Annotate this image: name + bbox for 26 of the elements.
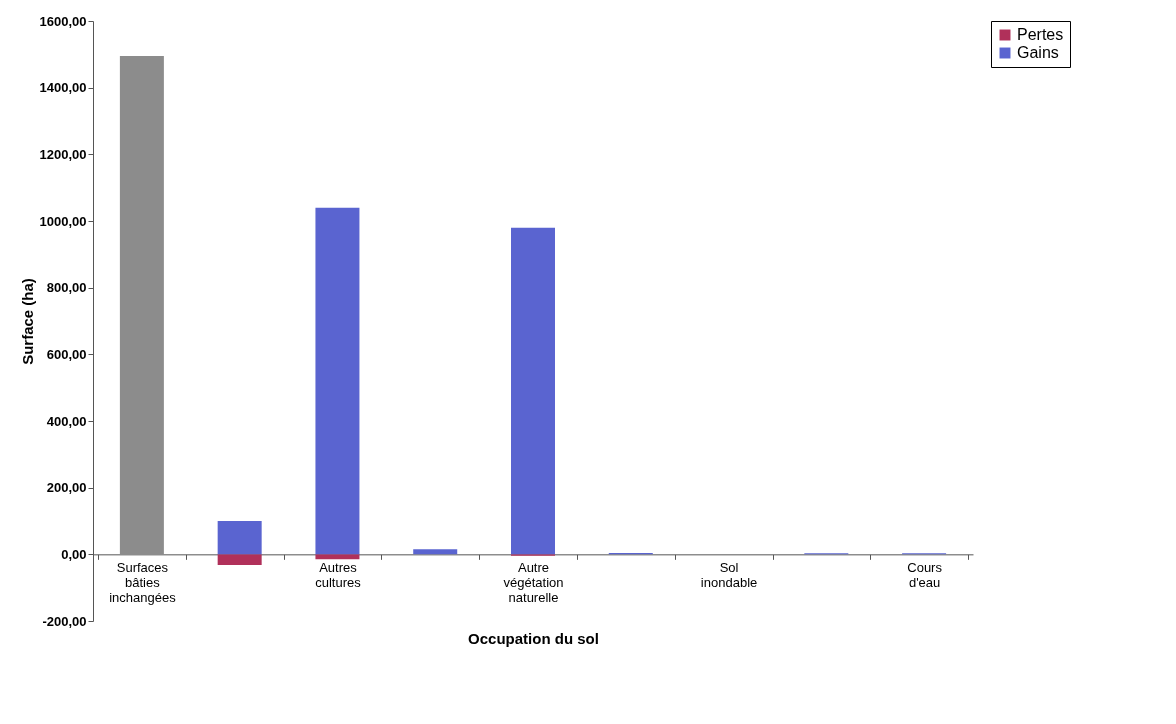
bar [119,56,164,555]
x-tick-label: Cours d'eau [907,559,943,590]
y-tick-label: 1200,00 [39,146,87,162]
bar [315,554,360,560]
x-tick-label: Sol inondable [700,559,758,590]
bar [315,207,360,555]
y-tick-label: 1400,00 [39,80,87,96]
y-tick-label: 800,00 [46,280,87,296]
y-tick-label: 200,00 [46,480,87,496]
x-tick-label: Autre végétation naturelle [503,559,564,605]
legend-label: Pertes [1017,26,1064,43]
y-tick-label: 0,00 [61,546,87,562]
y-tick-label: 400,00 [46,413,87,429]
bar [413,549,458,555]
x-tick-label: Autres cultures [315,559,362,590]
y-tick-label: -200,00 [42,613,87,629]
y-axis-title: Surface (ha) [18,278,36,365]
bar [511,227,555,555]
bar [217,554,262,565]
y-tick-label: 600,00 [46,346,87,362]
bar [217,521,262,555]
x-axis-title: Occupation du sol [468,629,599,647]
y-tick-label: 1600,00 [39,13,87,29]
legend-label: Gains [1017,44,1059,61]
x-tick-label: Surfaces bâties inchangées [109,559,177,605]
y-tick-label: 1000,00 [39,213,87,229]
